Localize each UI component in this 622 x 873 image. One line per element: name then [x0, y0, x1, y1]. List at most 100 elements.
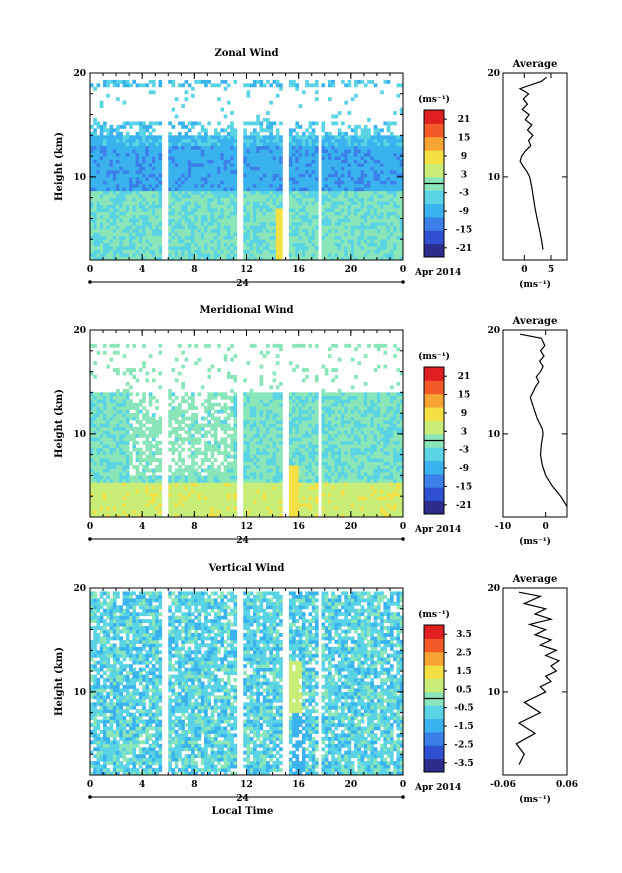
heatmap-cell: [301, 183, 306, 188]
heatmap-cell: [122, 510, 127, 514]
heatmap-cell: [217, 173, 221, 178]
heatmap-cell: [292, 180, 296, 185]
heatmap-cell: [305, 145, 309, 150]
heatmap-cell: [191, 444, 195, 449]
heatmap-cell: [184, 163, 189, 167]
heatmap-cell: [194, 218, 198, 223]
heatmap-cell: [259, 176, 264, 181]
heatmap-cell: [256, 156, 260, 160]
heatmap-cell: [138, 471, 143, 476]
heatmap-cell: [96, 138, 101, 143]
heatmap-cell: [233, 138, 238, 143]
heatmap-cell: [194, 454, 198, 459]
heatmap-cell: [314, 183, 319, 188]
heatmap-cell: [129, 197, 133, 202]
heatmap-cell: [142, 478, 146, 483]
heatmap-cell: [135, 492, 140, 497]
heatmap-cell: [246, 221, 251, 226]
heatmap-cell: [223, 475, 228, 480]
heatmap-cell: [145, 437, 150, 442]
heatmap-cell: [200, 458, 205, 462]
heatmap-cell: [90, 246, 94, 251]
heatmap-cell: [103, 138, 107, 143]
heatmap-cell: [145, 197, 150, 202]
heatmap-cell: [210, 239, 215, 244]
heatmap-cell: [194, 447, 198, 452]
heatmap-cell: [168, 204, 172, 209]
heatmap-cell: [93, 176, 97, 181]
heatmap-cell: [155, 149, 159, 154]
heatmap-cell: [321, 235, 326, 240]
heatmap-cell: [125, 423, 130, 428]
heatmap-cell: [119, 433, 123, 438]
heatmap-cell: [184, 246, 189, 251]
heatmap-cell: [138, 208, 143, 212]
heatmap-cell: [337, 242, 342, 247]
heatmap-cell: [350, 228, 355, 233]
heatmap-cell: [129, 190, 133, 195]
heatmap-cell: [243, 228, 247, 233]
heatmap-cell: [380, 246, 384, 251]
heatmap-cell: [376, 128, 381, 133]
heatmap-cell: [341, 183, 345, 188]
heatmap-cell: [321, 246, 326, 251]
heatmap-cell: [279, 152, 283, 157]
heatmap-cell: [347, 111, 352, 115]
heatmap-cell: [301, 169, 306, 174]
heatmap-cell: [253, 142, 257, 147]
heatmap-cell: [256, 242, 260, 247]
heatmap-cell: [96, 444, 101, 449]
heatmap-cell: [344, 194, 348, 199]
heatmap-cell: [223, 211, 228, 216]
heatmap-cell: [93, 239, 97, 244]
heatmap-cell: [357, 249, 362, 254]
heatmap-cell: [125, 135, 130, 140]
heatmap-cell: [253, 211, 257, 216]
heatmap-cell: [184, 173, 189, 178]
heatmap-cell: [354, 221, 358, 226]
heatmap-cell: [207, 232, 212, 237]
heatmap-cell: [350, 145, 355, 150]
heatmap-cell: [171, 239, 176, 244]
heatmap-cell: [311, 228, 316, 233]
heatmap-cell: [337, 180, 342, 185]
heatmap-cell: [220, 173, 225, 178]
heatmap-cell: [168, 166, 172, 171]
heatmap-cell: [347, 197, 352, 202]
heatmap-cell: [184, 131, 189, 136]
heatmap-cell: [288, 190, 293, 195]
heatmap-cell: [200, 124, 205, 129]
heatmap-cell: [256, 218, 260, 223]
heatmap-cell: [389, 166, 394, 171]
heatmap-cell: [253, 225, 257, 230]
heatmap-cell: [197, 246, 202, 251]
heatmap-cell: [200, 475, 205, 480]
heatmap-cell: [230, 343, 234, 348]
heatmap-cell: [99, 208, 104, 212]
heatmap-cell: [347, 156, 352, 160]
heatmap-cell: [357, 190, 362, 195]
heatmap-cell: [350, 180, 355, 185]
heatmap-cell: [373, 246, 378, 251]
heatmap-cell: [249, 190, 254, 195]
heatmap-cell: [148, 145, 153, 150]
heatmap-cell: [226, 135, 231, 140]
heatmap-cell: [334, 256, 339, 261]
heatmap-cell: [90, 183, 94, 188]
heatmap-cell: [213, 440, 218, 445]
heatmap-cell: [324, 166, 329, 171]
heatmap-cell: [301, 232, 306, 237]
heatmap-cell: [142, 471, 146, 476]
heatmap-cell: [99, 468, 104, 473]
heatmap-cell: [386, 194, 391, 199]
heatmap-cell: [357, 159, 362, 164]
heatmap-cell: [93, 454, 97, 459]
heatmap-cell: [334, 194, 339, 199]
heatmap-cell: [301, 138, 306, 143]
heatmap-cell: [191, 253, 195, 257]
heatmap-cell: [337, 149, 342, 154]
heatmap-cell: [279, 253, 283, 257]
heatmap-cell: [393, 211, 397, 216]
heatmap-cell: [99, 503, 104, 508]
heatmap-cell: [360, 232, 365, 237]
